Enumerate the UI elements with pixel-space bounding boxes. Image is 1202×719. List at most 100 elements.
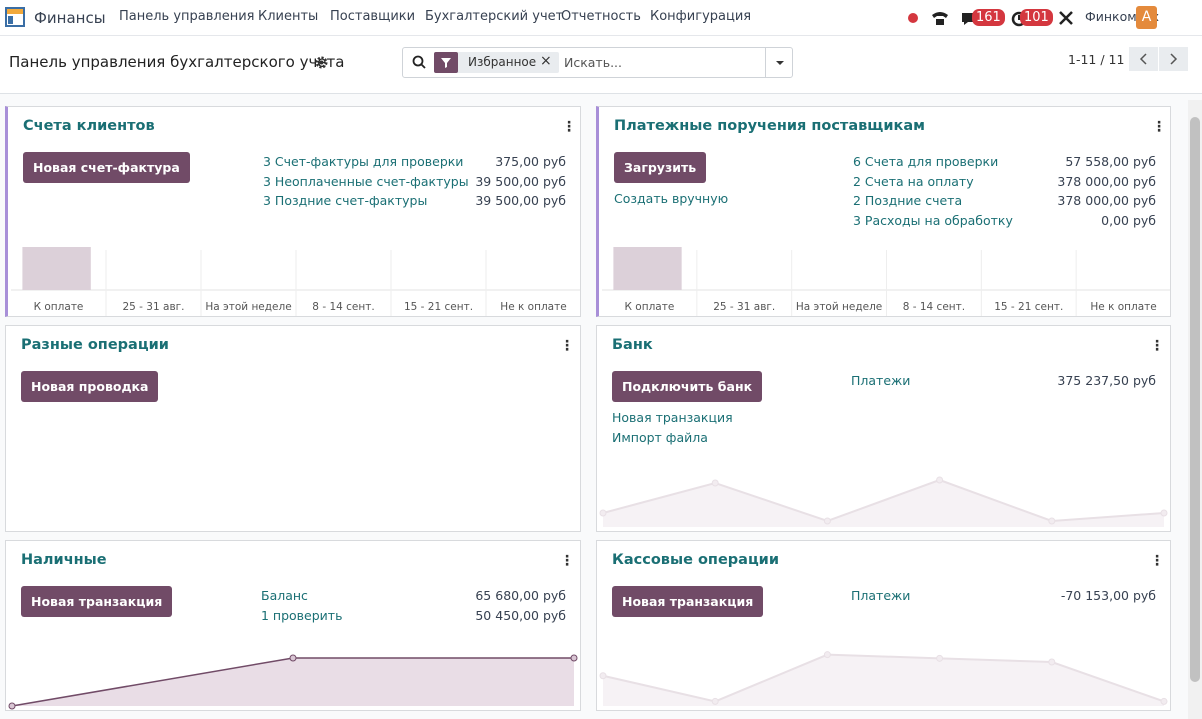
point <box>711 697 719 705</box>
menu-item[interactable]: Бухгалтерский учет <box>425 9 564 24</box>
search-box[interactable]: Избранное × Искать... <box>402 47 793 78</box>
row-label[interactable]: 3 Поздние счет-фактуры <box>263 193 428 208</box>
card: Разные операции ⋮ Новая проводка <box>5 325 581 532</box>
x-label: Не к оплате <box>500 301 566 313</box>
card-title[interactable]: Платежные поручения поставщикам <box>614 118 925 134</box>
avatar[interactable]: A <box>1136 6 1157 29</box>
card-menu[interactable]: ⋮ <box>560 553 574 569</box>
row-amount: 0,00 руб <box>1101 212 1156 228</box>
card-title[interactable]: Разные операции <box>21 337 169 353</box>
navbar: Финансы Панель управления Клиенты Поставщи… <box>0 0 1202 36</box>
x-label: К оплате <box>625 301 675 313</box>
card: Счета клиентов ⋮ Новая счет-фактура 3 Счет-… <box>5 106 581 317</box>
bar <box>613 247 682 290</box>
graph <box>599 651 1168 706</box>
x-label: 15 - 21 сент. <box>404 301 473 313</box>
card-title[interactable]: Наличные <box>21 552 107 568</box>
search-toggle[interactable] <box>765 48 793 77</box>
row-amount: -70 153,00 руб <box>1060 588 1156 603</box>
graph <box>599 476 1168 527</box>
primary-button[interactable]: Подключить банк <box>612 371 763 402</box>
action-link[interactable]: Новая транзакция <box>612 410 733 425</box>
row-amount: 375 237,50 руб <box>1057 373 1156 388</box>
app-icon[interactable] <box>5 7 25 27</box>
point <box>289 654 297 662</box>
row-label[interactable]: 6 Счета для проверки <box>853 154 999 169</box>
menu-item[interactable]: Поставщики <box>330 9 416 24</box>
point <box>1048 658 1056 666</box>
pager: 1-11 / 11 <box>1068 52 1125 67</box>
primary-button[interactable]: Новая счет-фактура <box>23 152 190 183</box>
gear-icon[interactable] <box>315 56 328 69</box>
card: Платежные поручения поставщикам ⋮ Загрузит… <box>596 106 1171 317</box>
menu-item[interactable]: Конфигурация <box>650 9 752 24</box>
row-label[interactable]: Платежи <box>851 373 911 388</box>
point <box>1160 697 1168 705</box>
row-amount: 39 500,00 руб <box>475 193 566 208</box>
scrollbar[interactable] <box>1188 100 1202 719</box>
page-title: Панель управления бухгалтерского учета <box>9 53 345 71</box>
card-menu[interactable]: ⋮ <box>1150 338 1164 354</box>
action-link[interactable]: Создать вручную <box>614 191 729 206</box>
card-menu[interactable]: ⋮ <box>1150 553 1164 569</box>
search-icon <box>412 55 426 69</box>
graph: К оплате 25 - 31 авг. На этой неделе 8 - 14… <box>602 247 1170 316</box>
card-menu[interactable]: ⋮ <box>1152 119 1166 135</box>
scroll-thumb[interactable] <box>1190 117 1200 682</box>
search-input[interactable]: Искать... <box>564 55 623 70</box>
line <box>602 478 1165 523</box>
row-label[interactable]: 3 Неоплаченные счет-фактуры <box>263 173 469 189</box>
primary-button[interactable]: Новая транзакция <box>21 586 173 617</box>
area <box>12 658 574 706</box>
graph: К оплате 25 - 31 авг. На этой неделе 8 - 14… <box>11 247 580 316</box>
card: Банк ⋮ Подключить банк Новая транзакция Импо… <box>596 325 1171 532</box>
card-title[interactable]: Счета клиентов <box>23 118 155 134</box>
row-label[interactable]: Баланс <box>261 588 308 603</box>
row-label[interactable]: 3 Счет-фактуры для проверки <box>263 154 464 169</box>
card-title[interactable]: Кассовые операции <box>612 552 780 568</box>
chat-badge: 161 <box>972 9 1005 26</box>
pager-buttons[interactable] <box>1129 47 1189 71</box>
card-menu[interactable]: ⋮ <box>562 119 576 135</box>
row-amount: 378 000,00 руб <box>1057 173 1156 189</box>
point <box>711 479 719 487</box>
area <box>603 654 1164 706</box>
primary-button[interactable]: Новая проводка <box>21 371 159 402</box>
facet-label: Избранное <box>468 55 537 69</box>
row-label[interactable]: 2 Счета на оплату <box>853 173 974 189</box>
row-amount: 39 500,00 руб <box>475 173 566 189</box>
row-amount: 50 450,00 руб <box>475 607 566 623</box>
x-label: К оплате <box>34 301 84 313</box>
row-label[interactable]: 3 Расходы на обработку <box>853 212 1013 228</box>
app-name[interactable]: Финансы <box>34 9 106 27</box>
point <box>823 651 831 659</box>
card-menu[interactable]: ⋮ <box>560 338 574 354</box>
tools-icon[interactable] <box>1058 10 1074 26</box>
row-amount: 57 558,00 руб <box>1065 154 1156 169</box>
row-label[interactable]: 1 проверить <box>261 607 343 623</box>
row-amount: 378 000,00 руб <box>1057 193 1156 208</box>
menu-item[interactable]: Панель управления <box>119 9 255 24</box>
action-link[interactable]: Импорт файла <box>612 430 708 445</box>
primary-button[interactable]: Загрузить <box>614 152 707 183</box>
x-label: 15 - 21 сент. <box>994 301 1063 313</box>
primary-button[interactable]: Новая транзакция <box>612 586 764 617</box>
card: Наличные ⋮ Новая транзакция Баланс 65 680,00… <box>5 540 581 711</box>
menu-item[interactable]: Клиенты <box>258 9 319 24</box>
x-label: Не к оплате <box>1090 301 1156 313</box>
caret <box>776 61 784 65</box>
facet-remove[interactable]: × <box>540 53 552 69</box>
phone-icon[interactable] <box>930 9 950 27</box>
row-amount: 65 680,00 руб <box>475 588 566 603</box>
status-dot <box>908 13 918 23</box>
point <box>8 702 16 710</box>
row-label[interactable]: Платежи <box>851 588 911 603</box>
area <box>603 480 1164 527</box>
point <box>599 509 607 517</box>
menu-item[interactable]: Отчетность <box>561 9 641 24</box>
row-label[interactable]: 2 Поздние счета <box>853 193 963 208</box>
card-title[interactable]: Банк <box>612 337 653 353</box>
activity-badge: 101 <box>1020 9 1053 26</box>
point <box>936 476 944 484</box>
